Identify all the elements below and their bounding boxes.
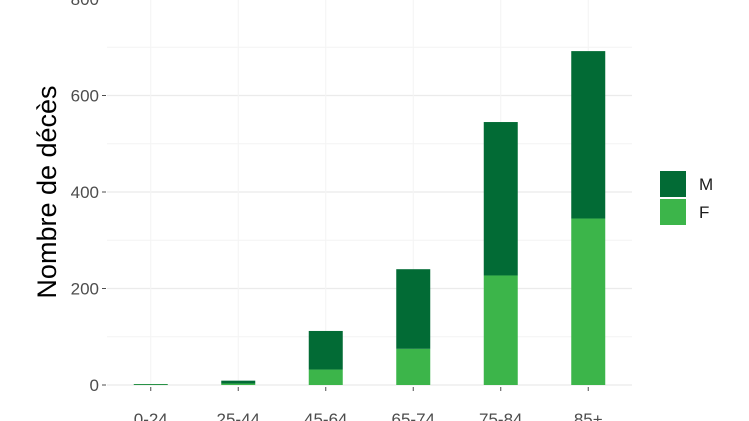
bar-F-65-74 xyxy=(396,348,431,385)
bar-F-0-24 xyxy=(133,384,168,386)
bar-M-75-84 xyxy=(483,122,518,276)
grid-lines xyxy=(107,0,632,386)
legend-swatch-F xyxy=(660,199,686,225)
bar-F-25-44 xyxy=(221,383,256,385)
bar-M-0-24 xyxy=(133,384,168,385)
bar-F-45-64 xyxy=(308,369,343,385)
y-tick-label: 800 xyxy=(71,0,99,9)
bar-F-85+ xyxy=(571,218,606,385)
x-tick-label-25-44: 25-44 xyxy=(217,410,260,421)
bar-M-65-74 xyxy=(396,269,431,349)
legend-label-M: M xyxy=(699,175,713,194)
legend-swatch-M xyxy=(660,171,686,197)
x-tick-label-75-84: 75-84 xyxy=(479,410,522,421)
bar-M-25-44 xyxy=(221,380,256,384)
x-axis: 0-24 25-44 45-64 65-74 75-84 85+ xyxy=(134,387,603,421)
x-tick-label-45-64: 45-64 xyxy=(304,410,347,421)
legend-label-F: F xyxy=(699,203,709,222)
y-tick-label: 600 xyxy=(71,87,99,106)
y-tick-label: 0 xyxy=(90,376,99,395)
y-tick-label: 200 xyxy=(71,280,99,299)
legend: MF xyxy=(660,171,713,225)
bar-M-45-64 xyxy=(308,330,343,370)
x-tick-label-0-24: 0-24 xyxy=(134,410,168,421)
x-tick-label-85+: 85+ xyxy=(574,410,603,421)
y-axis-title: Nombre de décès xyxy=(32,85,62,298)
y-tick-label: 400 xyxy=(71,183,99,202)
x-tick-label-65-74: 65-74 xyxy=(392,410,435,421)
bar-F-75-84 xyxy=(483,275,518,385)
bars xyxy=(133,51,606,386)
bar-M-85+ xyxy=(571,51,606,219)
y-axis: 0 200 400 600 800 xyxy=(71,0,106,395)
